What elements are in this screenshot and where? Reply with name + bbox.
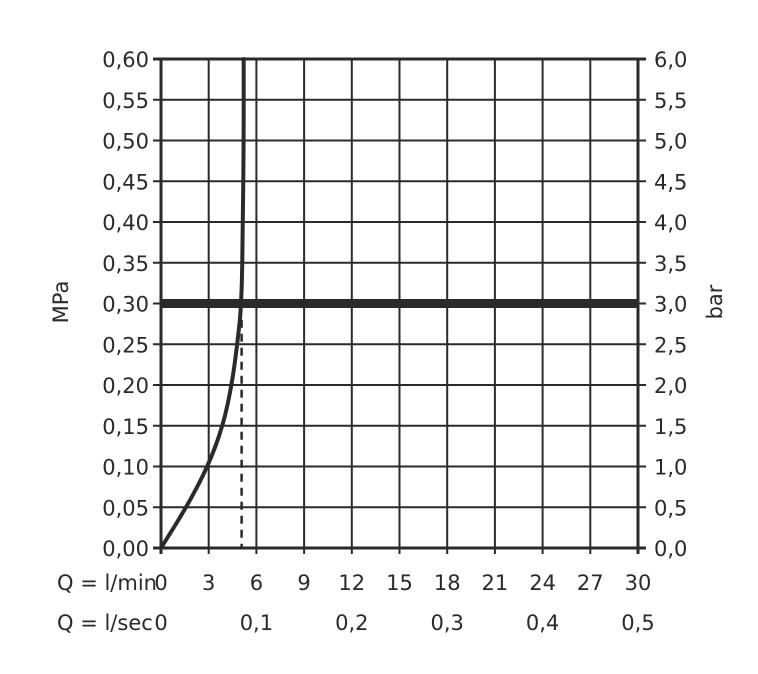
tick-labels: 0,00 0,00,05 0,50,10 1,00,15 1,50,20 2,00,25 2… — [102, 48, 687, 635]
y-tick-label-right: 6,0 — [654, 48, 687, 72]
x-tick-label-lmin: 9 — [297, 571, 310, 595]
x-axis-label-lsec: Q = l/sec — [57, 611, 153, 635]
y-tick-label-right: 5,5 — [654, 89, 687, 113]
chart-marks — [159, 57, 638, 550]
y-tick-label-left: 0,00 — [102, 537, 149, 561]
y-tick-label-left: 0,55 — [102, 89, 149, 113]
x-tick-label-lmin: 12 — [338, 571, 365, 595]
y-tick-label-left: 0,15 — [102, 415, 149, 439]
y-axis-label-left: MPa — [49, 281, 73, 324]
flow-curve — [159, 57, 246, 550]
y-tick-label-left: 0,30 — [102, 293, 149, 317]
y-tick-label-left: 0,35 — [102, 252, 149, 276]
x-tick-label-lsec: 0 — [154, 611, 167, 635]
y-tick-label-left: 0,25 — [102, 333, 149, 357]
y-axis-label-right: bar — [703, 284, 727, 319]
y-tick-label-right: 1,0 — [654, 456, 687, 480]
y-tick-label-right: 1,5 — [654, 415, 687, 439]
x-tick-label-lmin: 18 — [434, 571, 461, 595]
y-tick-label-left: 0,10 — [102, 456, 149, 480]
y-tick-label-right: 0,5 — [654, 496, 687, 520]
y-tick-label-right: 3,5 — [654, 252, 687, 276]
y-tick-label-right: 2,5 — [654, 333, 687, 357]
x-tick-label-lmin: 0 — [154, 571, 167, 595]
y-tick-label-right: 0,0 — [654, 537, 687, 561]
y-tick-label-right: 5,0 — [654, 130, 687, 154]
x-tick-label-lmin: 15 — [386, 571, 413, 595]
x-axis-label-lmin: Q = l/min — [57, 571, 157, 595]
x-tick-label-lmin: 27 — [577, 571, 604, 595]
x-tick-label-lmin: 6 — [250, 571, 263, 595]
x-tick-label-lsec: 0,1 — [240, 611, 273, 635]
x-tick-label-lsec: 0,4 — [526, 611, 559, 635]
x-tick-label-lsec: 0,5 — [621, 611, 654, 635]
x-tick-label-lsec: 0,2 — [335, 611, 368, 635]
x-tick-label-lsec: 0,3 — [430, 611, 463, 635]
y-tick-label-right: 3,0 — [654, 293, 687, 317]
x-tick-label-lmin: 3 — [202, 571, 215, 595]
x-tick-label-lmin: 21 — [482, 571, 509, 595]
y-tick-label-left: 0,05 — [102, 496, 149, 520]
y-tick-label-right: 2,0 — [654, 374, 687, 398]
y-tick-label-left: 0,60 — [102, 48, 149, 72]
y-tick-label-left: 0,20 — [102, 374, 149, 398]
y-tick-label-right: 4,0 — [654, 211, 687, 235]
x-tick-label-lmin: 30 — [625, 571, 652, 595]
y-tick-label-left: 0,50 — [102, 130, 149, 154]
y-tick-label-left: 0,40 — [102, 211, 149, 235]
x-tick-label-lmin: 24 — [529, 571, 556, 595]
y-tick-label-right: 4,5 — [654, 170, 687, 194]
y-tick-label-left: 0,45 — [102, 170, 149, 194]
